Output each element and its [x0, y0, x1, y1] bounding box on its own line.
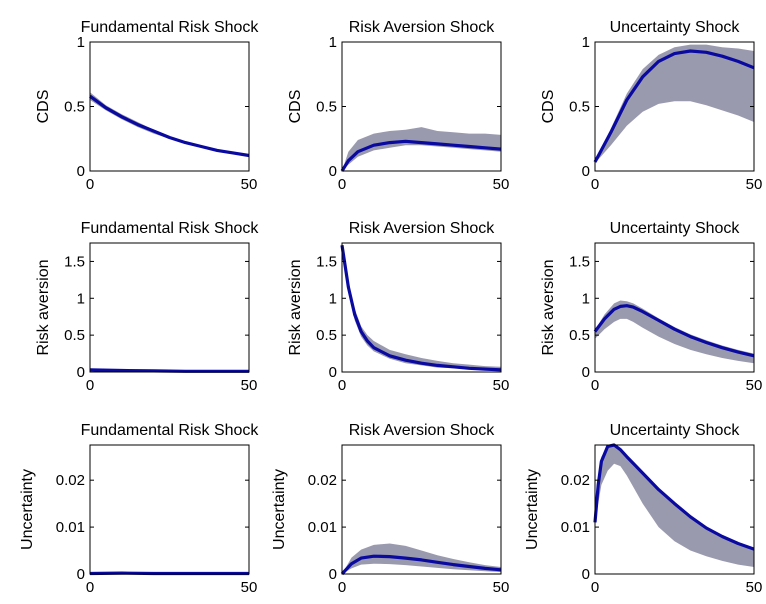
panel-title: Risk Aversion Shock — [349, 220, 496, 237]
y-tick-label: 1.5 — [64, 253, 85, 270]
confidence-band — [342, 243, 501, 371]
y-tick-label: 0.5 — [64, 99, 85, 116]
confidence-band — [595, 44, 754, 164]
y-axis-label: Risk aversion — [35, 259, 52, 355]
y-axis-label: Uncertainty — [524, 469, 541, 550]
x-tick-label: 50 — [493, 176, 510, 193]
panel-r2-c1: 0 0.5 1 1.5 0 50 Fundamental Risk Shock Risk av… — [35, 220, 259, 394]
y-tick-label: 1 — [77, 290, 85, 307]
y-tick-label: 0 — [77, 566, 85, 583]
y-tick-label: 0.01 — [561, 519, 590, 536]
y-axis-label: Risk aversion — [540, 259, 557, 355]
y-tick-label: 0 — [582, 364, 590, 381]
y-tick-label: 0 — [77, 364, 85, 381]
panel-title: Uncertainty Shock — [610, 422, 741, 439]
y-axis-label: Risk aversion — [287, 259, 304, 355]
y-tick-label: 1 — [582, 34, 590, 51]
x-tick-label: 50 — [241, 579, 258, 596]
y-tick-label: 0.5 — [316, 99, 337, 116]
response-line — [340, 244, 502, 372]
panel-title: Uncertainty Shock — [610, 19, 741, 36]
panel-r2-c2: 0 0.5 1 1.5 0 50 Risk Aversion Shock Risk avers… — [287, 220, 509, 394]
y-tick-label: 0.02 — [308, 472, 337, 489]
axes-box — [594, 242, 755, 373]
y-axis-label: CDS — [540, 90, 557, 124]
panel-title: Fundamental Risk Shock — [81, 422, 260, 439]
x-tick-label: 50 — [241, 176, 258, 193]
panel-title: Fundamental Risk Shock — [81, 19, 260, 36]
y-tick-label: 0.01 — [56, 519, 85, 536]
y-tick-label: 0.5 — [316, 327, 337, 344]
x-tick-label: 0 — [338, 176, 346, 193]
confidence-band — [90, 92, 249, 157]
panel-r1-c3: 0 0.5 1 0 50 Uncertainty Shock CDS — [540, 19, 762, 193]
x-tick-label: 50 — [241, 377, 258, 394]
panel-r2-c3: 0 0.5 1 1.5 0 50 Uncertainty Shock Risk aversio… — [540, 220, 762, 394]
y-tick-label: 1 — [582, 290, 590, 307]
y-tick-label: 1.5 — [316, 253, 337, 270]
y-axis-label: CDS — [287, 90, 304, 124]
response-line — [340, 554, 502, 576]
panel-title: Fundamental Risk Shock — [81, 220, 260, 237]
y-tick-label: 1 — [77, 34, 85, 51]
response-line — [593, 49, 755, 163]
x-tick-label: 0 — [338, 579, 346, 596]
y-axis-label: Uncertainty — [19, 469, 36, 550]
x-tick-label: 0 — [591, 579, 599, 596]
x-tick-label: 50 — [493, 579, 510, 596]
panel-r3-c2: 0 0.01 0.02 0 50 Risk Aversion Shock Uncertain… — [271, 422, 509, 596]
x-tick-label: 50 — [493, 377, 510, 394]
panel-r3-c1: 0 0.01 0.02 0 50 Fundamental Risk Shock Uncert… — [19, 422, 259, 596]
axes-box — [89, 242, 250, 373]
confidence-band — [342, 127, 501, 171]
y-tick-label: 0 — [329, 566, 337, 583]
confidence-band — [595, 300, 754, 364]
x-tick-label: 50 — [746, 176, 763, 193]
response-line — [593, 443, 755, 551]
y-tick-label: 0.5 — [569, 327, 590, 344]
y-axis-label: CDS — [35, 90, 52, 124]
y-tick-label: 0 — [329, 364, 337, 381]
panel-title: Uncertainty Shock — [610, 220, 741, 237]
axes-box — [341, 444, 502, 575]
y-tick-label: 0.5 — [64, 327, 85, 344]
x-tick-label: 0 — [338, 377, 346, 394]
y-tick-label: 1 — [329, 290, 337, 307]
x-tick-label: 0 — [86, 176, 94, 193]
y-tick-label: 0.5 — [569, 99, 590, 116]
x-tick-label: 50 — [746, 377, 763, 394]
panel-r3-c3: 0 0.01 0.02 0 50 Uncertainty Shock Uncertainty — [524, 422, 762, 596]
y-axis-label: Uncertainty — [271, 469, 288, 550]
axes-box — [89, 444, 250, 575]
panel-r1-c2: 0 0.5 1 0 50 Risk Aversion Shock CDS — [287, 19, 509, 193]
response-line — [89, 94, 250, 158]
y-tick-label: 0 — [329, 163, 337, 180]
x-tick-label: 0 — [591, 377, 599, 394]
panel-title: Risk Aversion Shock — [349, 19, 496, 36]
confidence-band — [595, 446, 754, 567]
response-line — [340, 139, 502, 172]
response-line — [593, 304, 755, 358]
panel-title: Risk Aversion Shock — [349, 422, 496, 439]
axes-box — [341, 242, 502, 373]
panel-r1-c1: 0 0.5 1 0 50 Fundamental Risk Shock CDS — [35, 19, 259, 193]
x-tick-label: 0 — [86, 579, 94, 596]
y-tick-label: 1.5 — [569, 253, 590, 270]
y-tick-label: 0 — [582, 163, 590, 180]
x-tick-label: 0 — [591, 176, 599, 193]
axes-box — [594, 444, 755, 575]
y-tick-label: 1 — [329, 34, 337, 51]
y-tick-label: 0 — [582, 566, 590, 583]
y-tick-label: 0.01 — [308, 519, 337, 536]
y-tick-label: 0 — [77, 163, 85, 180]
x-tick-label: 0 — [86, 377, 94, 394]
response-line — [89, 368, 249, 373]
y-tick-label: 0.02 — [56, 472, 85, 489]
y-tick-label: 0.02 — [561, 472, 590, 489]
x-tick-label: 50 — [746, 579, 763, 596]
